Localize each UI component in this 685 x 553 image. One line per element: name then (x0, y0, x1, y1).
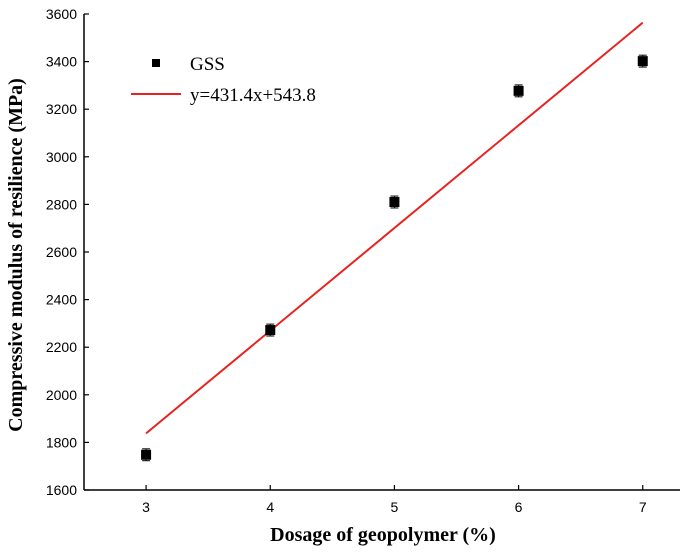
data-point (513, 85, 524, 96)
y-tick-label: 2800 (46, 196, 77, 212)
legend-fit-label: y=431.4x+543.8 (190, 85, 316, 106)
y-tick-label: 1600 (46, 482, 77, 498)
legend-gss-marker (152, 59, 160, 67)
y-tick-label: 2200 (46, 339, 77, 355)
data-point (637, 56, 648, 67)
y-tick-label: 3000 (46, 149, 77, 165)
x-tick-label: 3 (142, 499, 150, 515)
y-tick-label: 3200 (46, 101, 77, 117)
y-tick-label: 2000 (46, 387, 77, 403)
fit-line-layer (145, 21, 644, 435)
ticks: 1600 1800 2000 2200 2400 2600 2800 3000 3200 3400… (46, 6, 647, 515)
x-tick-label: 6 (515, 499, 523, 515)
y-tick-label: 1800 (46, 434, 77, 450)
legend: GSS y=431.4x+543.8 (131, 54, 316, 106)
data-point (389, 197, 400, 208)
fit-line (145, 21, 644, 435)
y-tick-label: 3400 (46, 54, 77, 70)
data-point (265, 325, 276, 336)
y-tick-label: 2400 (46, 292, 77, 308)
legend-gss-label: GSS (190, 54, 225, 75)
y-tick-label: 3600 (46, 6, 77, 22)
x-tick-label: 4 (266, 499, 274, 515)
data-point (141, 449, 152, 460)
x-tick-label: 5 (391, 499, 399, 515)
x-tick-label: 7 (639, 499, 647, 515)
y-axis-title: Compressive modulus of resilience (MPa) (5, 78, 27, 432)
y-tick-label: 2600 (46, 244, 77, 260)
x-axis-title: Dosage of geopolymer (%) (270, 524, 496, 546)
data-points (141, 54, 648, 462)
axes (83, 14, 680, 491)
